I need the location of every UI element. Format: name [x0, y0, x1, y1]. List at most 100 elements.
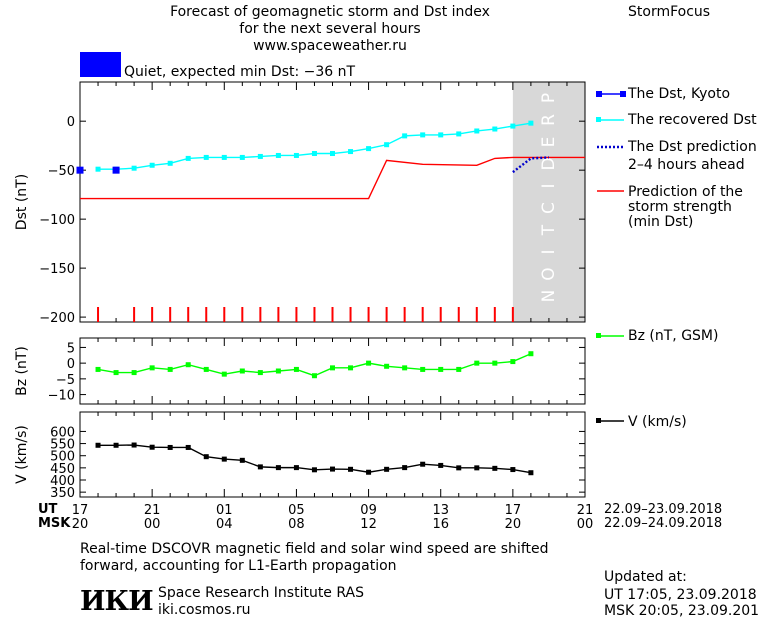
chart-title: Forecast of geomagnetic storm and Dst in…: [170, 4, 490, 20]
legend-storm-strength: Prediction of the: [628, 184, 743, 200]
recovered-dst-point: [203, 154, 209, 160]
bz-point: [384, 363, 390, 369]
y-axis-label: Dst (nT): [14, 174, 30, 230]
recovered-dst-point: [239, 154, 245, 160]
prediction-band-letter: P: [539, 93, 559, 103]
v-point: [113, 442, 119, 448]
bz-point: [402, 365, 408, 371]
legend-recovered-dst: The recovered Dst: [628, 112, 757, 128]
bz-point: [474, 360, 480, 366]
bz-point: [275, 368, 281, 374]
recovered-dst-point: [510, 123, 516, 129]
ut-tick-label: 09: [360, 503, 377, 518]
recovered-dst-point: [456, 131, 462, 137]
recovered-dst-point: [293, 152, 299, 158]
site-url[interactable]: www.spaceweather.ru: [253, 38, 407, 54]
legend-dst-kyoto: The Dst, Kyoto: [628, 86, 731, 102]
v-point: [348, 466, 354, 472]
v-point: [528, 470, 534, 476]
ut-date-range: 22.09–23.09.2018: [604, 502, 723, 517]
footer-note: Real-time DSCOVR magnetic field and sola…: [80, 541, 549, 557]
ut-tick-label: 17: [72, 503, 89, 518]
y-axis-label: V (km/s): [14, 425, 30, 484]
msk-tick-label: 00: [144, 517, 161, 532]
y-tick-label: 600: [50, 425, 75, 440]
y-tick-label: −150: [39, 262, 75, 277]
y-tick-label: −50: [48, 164, 75, 179]
prediction-band-letter: O: [539, 267, 559, 280]
msk-tick-label: 12: [360, 517, 377, 532]
plot-frame: [79, 81, 586, 323]
recovered-dst-point: [311, 151, 317, 157]
v-point: [510, 467, 516, 473]
recovered-dst-point: [221, 154, 227, 160]
recovered-dst-point: [438, 132, 444, 138]
v-point: [275, 465, 281, 471]
v-point: [131, 442, 137, 448]
ut-tick-label: 05: [288, 503, 305, 518]
recovered-dst-point: [348, 149, 354, 155]
updated-msk: MSK 20:05, 23.09.2018: [604, 603, 760, 619]
bz-point: [185, 362, 191, 368]
ut-tick-label: 21: [577, 503, 594, 518]
bz-point: [293, 366, 299, 372]
recovered-dst-point: [330, 151, 335, 157]
bz-point: [221, 371, 227, 377]
msk-tick-label: 16: [432, 517, 449, 532]
msk-tick-label: 20: [72, 517, 89, 532]
y-tick-label: 550: [50, 438, 75, 453]
y-tick-label: 500: [50, 450, 75, 465]
iki-logo: ИКИ: [80, 586, 154, 617]
bz-point: [510, 359, 516, 365]
plot-frame: [79, 337, 586, 405]
y-tick-label: −100: [39, 213, 75, 228]
msk-axis-label: MSK: [38, 516, 71, 531]
bz-point: [203, 366, 209, 372]
bz-point: [239, 368, 245, 374]
v-point: [185, 444, 191, 450]
recovered-dst-point: [420, 132, 426, 138]
plot-frame: [79, 411, 586, 498]
bz-point: [257, 370, 263, 376]
recovered-dst-point: [474, 128, 480, 134]
y-tick-label: −5: [56, 373, 75, 388]
msk-tick-label: 04: [216, 517, 233, 532]
y-tick-label: −200: [39, 311, 75, 326]
v-point: [95, 442, 101, 448]
v-point: [239, 457, 245, 463]
recovered-dst-point: [275, 152, 281, 158]
institute-url[interactable]: iki.cosmos.ru: [158, 602, 251, 618]
y-tick-label: −10: [48, 389, 75, 404]
recovered-dst-point: [95, 166, 101, 172]
dst-kyoto-point: [112, 166, 120, 174]
v-point: [203, 454, 209, 460]
y-tick-label: 450: [50, 462, 75, 477]
bz-point: [438, 366, 444, 372]
legend-storm-strength-2: storm strength: [628, 199, 732, 215]
bz-point: [366, 360, 372, 366]
recovered-dst-line: [98, 122, 532, 170]
v-point: [311, 467, 317, 473]
legend-bz: Bz (nT, GSM): [628, 328, 719, 344]
bz-point: [456, 366, 462, 372]
bz-point: [348, 365, 354, 371]
y-tick-label: 0: [67, 115, 75, 130]
ut-tick-label: 13: [432, 503, 449, 518]
bz-point: [113, 370, 119, 376]
bz-point: [95, 366, 101, 372]
v-point: [402, 465, 408, 471]
v-point: [456, 465, 462, 471]
brand-name: StormFocus: [628, 4, 711, 20]
bz-point: [167, 366, 173, 372]
bz-point: [149, 365, 155, 371]
msk-tick-label: 00: [577, 517, 594, 532]
recovered-dst-point: [492, 126, 498, 132]
prediction-band-letter: N: [539, 290, 559, 303]
legend-dst-prediction-sub: 2–4 hours ahead: [628, 157, 745, 173]
status-swatch: [80, 52, 121, 77]
v-point: [420, 461, 426, 467]
recovered-dst-point: [131, 165, 137, 171]
y-axis-label: Bz (nT): [14, 346, 30, 396]
msk-tick-label: 20: [505, 517, 522, 532]
v-point: [474, 465, 480, 471]
